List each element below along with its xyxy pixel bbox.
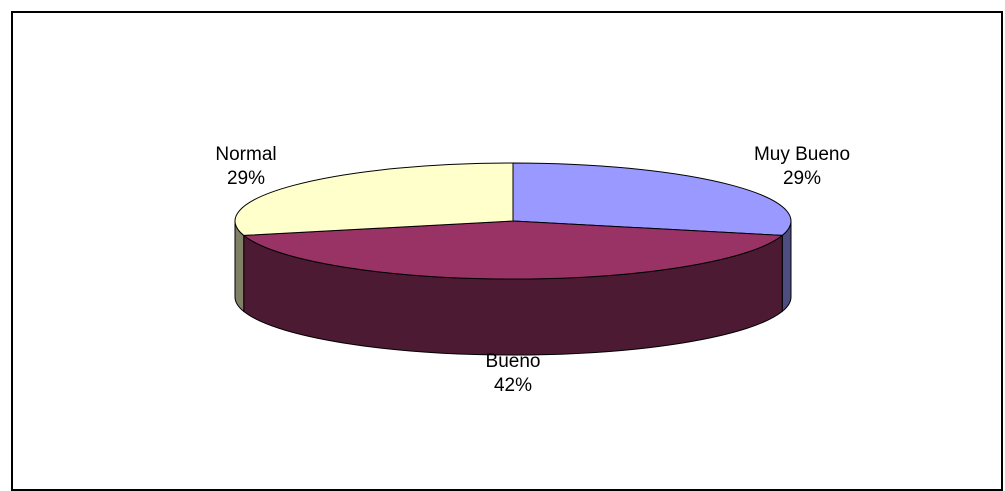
slice-muy-bueno <box>512 162 792 236</box>
slice-normal <box>234 162 514 236</box>
label-bueno-name: Bueno <box>486 351 541 372</box>
pie-tops <box>234 162 792 280</box>
label-muy-bueno-name: Muy Bueno <box>754 144 850 165</box>
slice-bueno <box>242 220 784 280</box>
label-normal-value: 29% <box>227 168 265 189</box>
pie-sides <box>234 220 792 356</box>
label-bueno-value: 42% <box>494 375 532 396</box>
label-normal-name: Normal <box>215 144 276 165</box>
label-muy-bueno-value: 29% <box>783 168 821 189</box>
